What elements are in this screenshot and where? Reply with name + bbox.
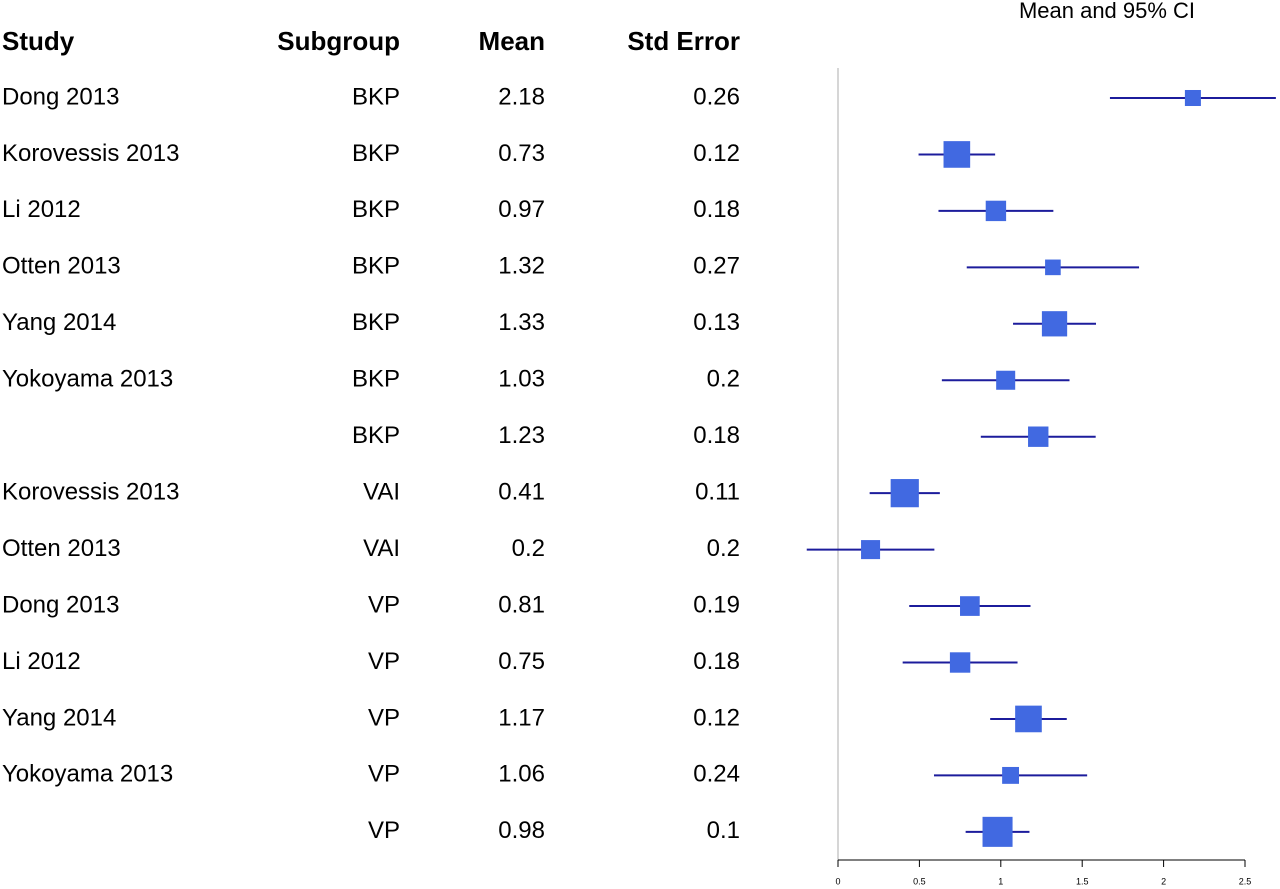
effect-square bbox=[1002, 766, 1020, 784]
study-name: Korovessis 2013 bbox=[2, 478, 179, 505]
std-error: 0.18 bbox=[693, 648, 740, 675]
std-error: 0.24 bbox=[693, 761, 740, 788]
std-error: 0.1 bbox=[707, 817, 740, 844]
mean: 0.98 bbox=[498, 817, 545, 844]
std-error: 0.12 bbox=[693, 140, 740, 167]
subgroup: VAI bbox=[363, 535, 400, 562]
effect-square bbox=[890, 479, 919, 508]
study-name: Otten 2013 bbox=[2, 253, 121, 280]
study-name: Otten 2013 bbox=[2, 535, 121, 562]
mean: 0.75 bbox=[498, 648, 545, 675]
std-error: 0.2 bbox=[707, 366, 740, 393]
effect-square bbox=[1041, 311, 1068, 337]
subgroup: BKP bbox=[352, 140, 400, 167]
mean: 2.18 bbox=[498, 83, 545, 110]
subgroup: BKP bbox=[352, 253, 400, 280]
x-tick-label: 0 bbox=[835, 876, 840, 886]
column-header: Subgroup bbox=[277, 26, 400, 56]
study-name: Yokoyama 2013 bbox=[2, 761, 173, 788]
std-error: 0.18 bbox=[693, 422, 740, 449]
column-header: Std Error bbox=[627, 26, 740, 56]
plot-title: Mean and 95% CI bbox=[1019, 0, 1195, 23]
subgroup: VP bbox=[368, 591, 400, 618]
study-name: Yang 2014 bbox=[2, 309, 116, 336]
effect-square bbox=[1045, 259, 1061, 276]
std-error: 0.13 bbox=[693, 309, 740, 336]
subgroup: VP bbox=[368, 817, 400, 844]
subgroup: VAI bbox=[363, 478, 400, 505]
mean: 0.81 bbox=[498, 591, 545, 618]
effect-square bbox=[1028, 426, 1049, 447]
study-name: Korovessis 2013 bbox=[2, 140, 179, 167]
std-error: 0.19 bbox=[693, 591, 740, 618]
x-tick-label: 1.5 bbox=[1076, 876, 1089, 886]
mean: 0.97 bbox=[498, 196, 545, 223]
subgroup: VP bbox=[368, 648, 400, 675]
mean: 1.17 bbox=[498, 704, 545, 731]
x-tick-label: 0.5 bbox=[913, 876, 926, 886]
std-error: 0.26 bbox=[693, 83, 740, 110]
x-tick-label: 2.5 bbox=[1239, 876, 1252, 886]
study-name: Li 2012 bbox=[2, 648, 81, 675]
mean: 1.23 bbox=[498, 422, 545, 449]
std-error: 0.12 bbox=[693, 704, 740, 731]
mean: 1.06 bbox=[498, 761, 545, 788]
mean: 1.32 bbox=[498, 253, 545, 280]
effect-square bbox=[996, 370, 1016, 390]
effect-square bbox=[1184, 89, 1201, 107]
std-error: 0.11 bbox=[695, 478, 740, 505]
effect-square bbox=[1015, 705, 1042, 733]
subgroup: VP bbox=[368, 761, 400, 788]
column-header: Mean bbox=[479, 26, 545, 56]
mean: 1.33 bbox=[498, 309, 545, 336]
study-name: Dong 2013 bbox=[2, 83, 119, 110]
std-error: 0.2 bbox=[707, 535, 740, 562]
effect-square bbox=[982, 816, 1013, 847]
study-name: Yang 2014 bbox=[2, 704, 116, 731]
subgroup: BKP bbox=[352, 422, 400, 449]
x-tick-label: 1 bbox=[998, 876, 1003, 886]
study-name: Li 2012 bbox=[2, 196, 81, 223]
mean: 1.03 bbox=[498, 366, 545, 393]
column-header: Study bbox=[2, 26, 75, 56]
study-name: Dong 2013 bbox=[2, 591, 119, 618]
subgroup: BKP bbox=[352, 309, 400, 336]
subgroup: BKP bbox=[352, 366, 400, 393]
effect-square bbox=[949, 652, 971, 673]
effect-square bbox=[985, 200, 1007, 222]
subgroup: VP bbox=[368, 704, 400, 731]
subgroup: BKP bbox=[352, 196, 400, 223]
mean: 0.73 bbox=[498, 140, 545, 167]
effect-square bbox=[861, 540, 881, 560]
study-name: Yokoyama 2013 bbox=[2, 366, 173, 393]
effect-square bbox=[943, 141, 971, 168]
std-error: 0.18 bbox=[693, 196, 740, 223]
subgroup: BKP bbox=[352, 83, 400, 110]
std-error: 0.27 bbox=[693, 253, 740, 280]
effect-square bbox=[960, 596, 980, 616]
mean: 0.41 bbox=[498, 478, 545, 505]
x-tick-label: 2 bbox=[1161, 876, 1166, 886]
mean: 0.2 bbox=[512, 535, 545, 562]
